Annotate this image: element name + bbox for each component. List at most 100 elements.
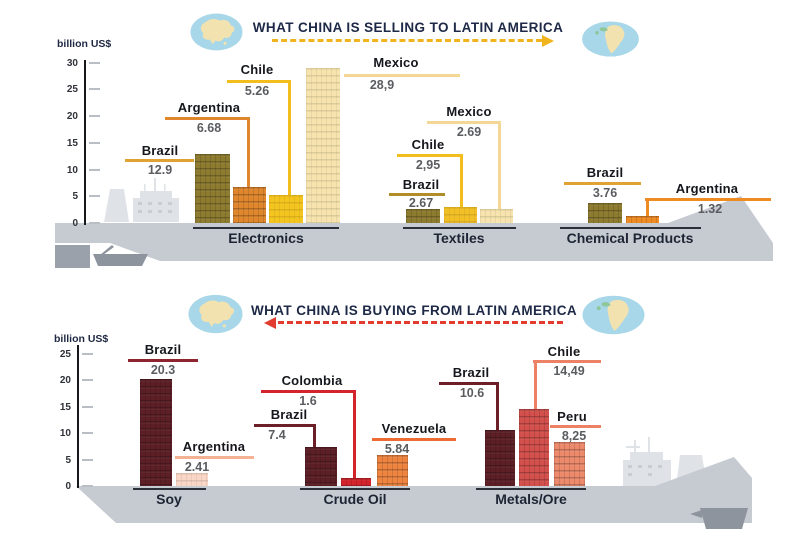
y-tick-label: 15 [66, 137, 78, 149]
bar-argentina [176, 473, 208, 486]
value-label: 7.4 [268, 428, 286, 442]
value-label: 8,25 [561, 429, 587, 443]
value-label: 3.76 [592, 186, 618, 200]
leader-line [313, 424, 316, 447]
country-label: Peru [557, 409, 587, 424]
country-label: Argentina [675, 181, 739, 196]
category-label: Soy [156, 491, 182, 507]
country-label: Brazil [141, 143, 179, 158]
country-underline [344, 74, 460, 77]
country-label: Argentina [182, 439, 246, 454]
category-separator [560, 227, 701, 229]
value-label: 14,49 [553, 364, 585, 378]
country-underline [645, 198, 771, 201]
globe-south-america-icon [582, 21, 639, 57]
top-ship-funnel [104, 189, 129, 222]
leader-line [496, 382, 499, 430]
bar-venezuela [377, 455, 408, 486]
country-underline [427, 121, 500, 124]
country-label: Chile [547, 344, 581, 359]
bar-chile [444, 207, 477, 223]
country-underline [389, 193, 445, 196]
country-label: Brazil [270, 407, 308, 422]
country-underline [175, 456, 254, 459]
country-label: Chile [240, 62, 274, 77]
country-underline [261, 390, 356, 393]
y-tick-label: 10 [59, 428, 71, 440]
y-tick-mark [82, 379, 93, 382]
bar-colombia [341, 478, 371, 486]
y-tick-mark [89, 141, 100, 144]
category-separator [300, 488, 410, 490]
category-label: Chemical Products [566, 230, 694, 246]
leader-line [288, 80, 291, 195]
y-tick-mark [82, 353, 93, 355]
leader-line [534, 360, 537, 409]
y-tick-label: 5 [65, 454, 71, 466]
value-label: 20.3 [150, 363, 176, 377]
y-tick-label: 30 [66, 57, 78, 69]
top-small-tugboat [93, 254, 148, 266]
value-label: 1.32 [697, 202, 723, 216]
category-separator [476, 488, 586, 490]
category-separator [403, 227, 516, 229]
bar-mexico [480, 209, 513, 223]
y-tick-mark [82, 405, 93, 408]
y-tick-mark [89, 61, 100, 64]
value-label: 5.26 [244, 84, 270, 98]
category-label: Electronics [228, 230, 304, 246]
value-label: 2.41 [184, 460, 210, 474]
value-label: 10.6 [459, 386, 485, 400]
country-label: Brazil [452, 365, 490, 380]
country-underline [397, 154, 462, 157]
bottom-axis-unit-label: billion US$ [54, 333, 109, 345]
y-tick-label: 25 [59, 349, 71, 360]
y-axis [84, 60, 86, 225]
country-underline [227, 80, 290, 83]
category-separator [133, 488, 206, 490]
country-label: Mexico [446, 104, 492, 119]
bar-chile [269, 195, 303, 223]
value-label: 12.9 [147, 163, 173, 177]
country-label: Colombia [281, 373, 343, 388]
leader-line [646, 198, 649, 216]
country-underline [254, 424, 316, 427]
leader-line [247, 117, 250, 187]
top-ship-bridge [133, 191, 179, 222]
value-label: 2.69 [456, 125, 482, 139]
y-tick-mark [82, 485, 93, 487]
country-label: Mexico [373, 55, 419, 70]
globe-china-icon [190, 13, 243, 51]
y-tick-label: 15 [59, 401, 71, 413]
y-tick-label: 10 [66, 164, 78, 176]
bar-mexico [306, 68, 340, 223]
bar-chile [519, 409, 549, 486]
y-tick-label: 0 [72, 218, 78, 229]
y-tick-label: 5 [72, 191, 78, 203]
bar-brazil [140, 379, 172, 486]
bottom-ship-bridge [623, 452, 671, 487]
bar-brazil [588, 203, 622, 223]
top-left-tugboat [55, 245, 90, 268]
category-label: Textiles [433, 230, 485, 246]
bottom-tugboat [700, 508, 748, 529]
bar-argentina [626, 216, 659, 223]
country-underline [125, 159, 194, 162]
y-tick-label: 0 [65, 481, 71, 492]
y-tick-label: 25 [66, 84, 78, 96]
value-label: 28,9 [369, 78, 395, 92]
country-underline [533, 360, 601, 363]
bar-brazil [305, 447, 337, 486]
value-label: 2,95 [415, 158, 441, 172]
country-label: Chile [411, 137, 445, 152]
country-underline [165, 117, 249, 120]
y-tick-mark [82, 432, 93, 435]
leader-line [460, 154, 463, 207]
bar-brazil [485, 430, 515, 486]
sell-arrow-right-icon [542, 35, 554, 47]
bar-brazil [406, 209, 440, 223]
bar-argentina [233, 187, 266, 223]
country-label: Brazil [586, 165, 624, 180]
y-tick-mark [89, 195, 100, 198]
